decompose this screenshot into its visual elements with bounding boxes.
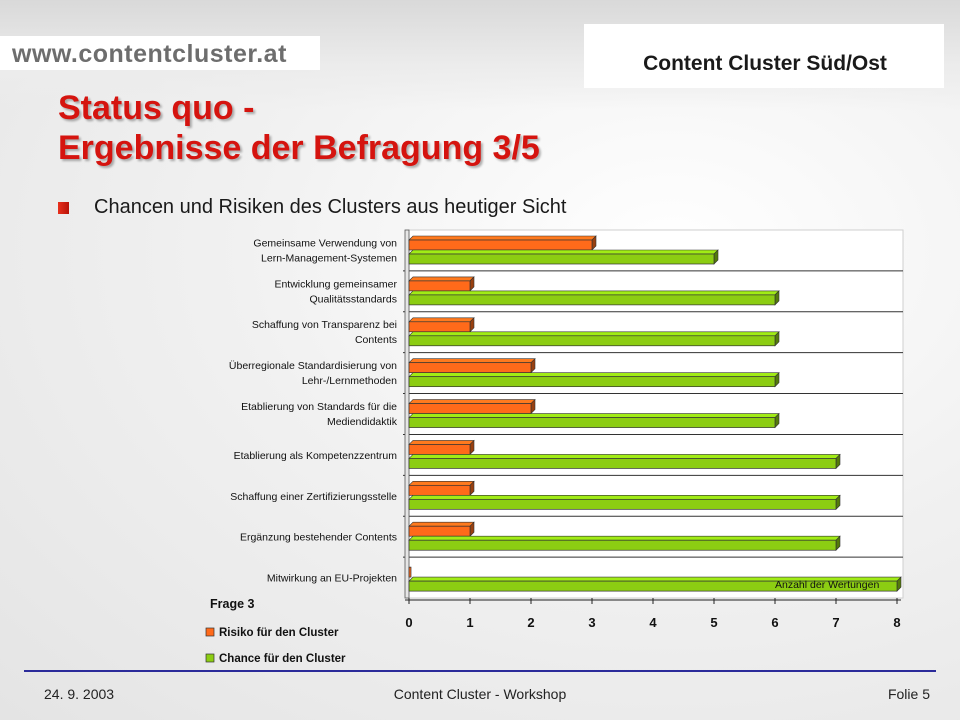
bar-chance <box>408 417 776 428</box>
x-tick-label: 0 <box>405 615 412 630</box>
bar-risk-top <box>408 358 536 363</box>
bar-chance <box>408 335 776 347</box>
bar-risk-top <box>408 317 475 323</box>
legend-label: Chance für den Cluster <box>219 653 346 665</box>
legend-label: Risiko für den Cluster <box>219 627 339 639</box>
bar-risk <box>408 321 471 333</box>
footer-date: 24. 9. 2003 <box>44 686 115 702</box>
legend-swatch <box>205 627 215 637</box>
category-label: Mediendidaktik <box>327 416 398 428</box>
legend-title: Frage 3 <box>210 597 255 611</box>
x-tick-label: 5 <box>710 615 717 630</box>
bullet-text: Chancen und Risiken des Clusters aus heu… <box>94 196 567 218</box>
category-label: Qualitätsstandards <box>309 293 397 305</box>
category-label: Lern-Management-Systemen <box>261 252 397 264</box>
bar-risk-top <box>408 235 597 241</box>
category-label: Entwicklung gemeinsamer <box>274 278 397 290</box>
url-box <box>0 36 320 70</box>
x-tick-label: 6 <box>771 615 778 630</box>
x-tick-label: 4 <box>649 615 657 630</box>
x-axis-title: Anzahl der Wertungen <box>775 579 879 591</box>
footer-divider <box>24 670 936 672</box>
bar-chance-top <box>408 413 780 418</box>
bar-chance-top <box>408 454 841 459</box>
slide-title-line-1: Status quo - <box>58 89 255 127</box>
footer-page-number: Folie 5 <box>887 686 930 702</box>
bar-chance <box>408 253 715 265</box>
slide-title-line-2: Ergebnisse der Befragung 3/5 <box>58 129 540 167</box>
footer-title: Content Cluster - Workshop <box>393 686 567 702</box>
bar-risk <box>408 484 471 496</box>
bar-risk <box>408 525 471 537</box>
bar-risk-top <box>408 276 475 282</box>
bullet-icon <box>58 202 69 214</box>
bar-risk-top <box>408 481 475 486</box>
bar-risk <box>408 239 593 251</box>
x-tick-label: 8 <box>893 615 900 630</box>
bar-chance-top <box>408 290 780 296</box>
category-label: Mitwirkung an EU-Projekten <box>267 573 397 585</box>
bar-chance <box>408 498 837 510</box>
x-tick-label: 7 <box>832 615 839 630</box>
category-label: Lehr-/Lernmethoden <box>302 375 397 387</box>
brand-box <box>584 24 944 88</box>
bar-chance <box>408 376 776 388</box>
bar-risk <box>408 566 412 578</box>
bar-chance-top <box>408 495 841 500</box>
bar-risk <box>408 403 532 414</box>
bar-risk-top <box>408 399 536 404</box>
website-url[interactable]: www.contentcluster.at <box>12 40 287 68</box>
bar-risk <box>408 444 471 455</box>
brand-name: Content Cluster Süd/Ost <box>643 52 887 75</box>
legend-swatch <box>205 653 215 663</box>
category-label: Gemeinsame Verwendung von <box>253 237 397 249</box>
x-tick-label: 1 <box>466 615 473 630</box>
category-label: Etablierung von Standards für die <box>241 401 397 413</box>
bar-chance-top <box>408 249 719 255</box>
bar-chance-top <box>408 372 780 377</box>
bar-risk <box>408 280 471 292</box>
bar-chance <box>408 580 898 592</box>
bar-chance <box>408 539 837 551</box>
category-label: Contents <box>355 334 397 346</box>
x-tick-label: 3 <box>588 615 595 630</box>
bar-risk-top <box>408 521 475 527</box>
category-label: Schaffung einer Zertifizierungsstelle <box>230 491 397 503</box>
category-label: Etablierung als Kompetenzzentrum <box>234 450 398 462</box>
bar-chance <box>408 294 776 306</box>
bar-chance-top <box>408 331 780 337</box>
category-label: Überregionale Standardisierung von <box>229 360 397 372</box>
y-axis-wall <box>404 229 410 599</box>
category-label: Schaffung von Transparenz bei <box>252 319 397 331</box>
bar-chance-top <box>408 535 841 541</box>
x-tick-label: 2 <box>527 615 534 630</box>
bar-chance <box>408 458 837 469</box>
bar-risk-top <box>408 440 475 445</box>
slide-title: Status quo - Ergebnisse der Befragung 3/… <box>58 88 540 168</box>
category-label: Ergänzung bestehender Contents <box>240 532 397 544</box>
bar-risk <box>408 362 532 374</box>
